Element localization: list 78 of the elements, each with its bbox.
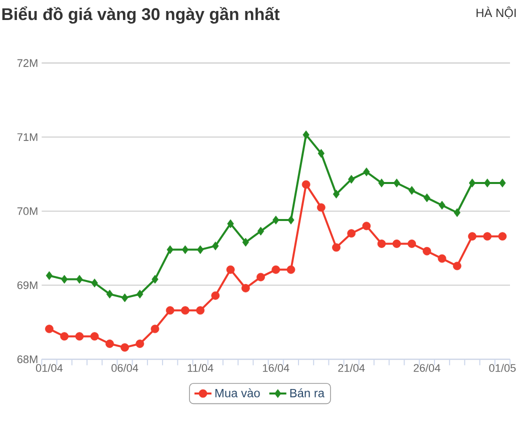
- point: [302, 180, 310, 189]
- point: [392, 240, 401, 248]
- point: [196, 306, 205, 315]
- point: [152, 274, 158, 284]
- point: [211, 291, 220, 300]
- point: [286, 265, 296, 274]
- point: [166, 306, 174, 315]
- point: [332, 190, 340, 199]
- point: [332, 243, 340, 252]
- point: [408, 186, 416, 195]
- legend-label: Bán ra: [290, 388, 325, 398]
- point: [120, 343, 129, 352]
- point: [121, 293, 128, 302]
- point: [46, 271, 53, 280]
- x-tick-label: 26/04: [414, 364, 440, 372]
- point: [212, 242, 219, 250]
- point: [76, 274, 83, 284]
- x-tick-label: 11/04: [188, 364, 214, 372]
- point: [242, 238, 249, 247]
- point: [422, 246, 432, 256]
- point: [484, 178, 491, 188]
- point: [45, 324, 54, 334]
- point: [61, 274, 68, 284]
- y-tick-label: 69M: [17, 281, 38, 290]
- point: [438, 254, 446, 263]
- point: [182, 245, 189, 254]
- point: [498, 232, 507, 241]
- point: [60, 332, 69, 341]
- point: [378, 178, 385, 188]
- legend-label: Mua vào: [215, 388, 260, 398]
- point: [150, 324, 160, 334]
- point: [408, 240, 416, 248]
- point: [272, 265, 280, 274]
- point: [438, 200, 446, 210]
- x-tick-label: 01/05: [489, 364, 516, 372]
- point: [468, 232, 476, 241]
- y-tick-label: 70M: [17, 207, 38, 216]
- point: [257, 226, 264, 236]
- point: [166, 245, 174, 254]
- point: [136, 340, 144, 348]
- point: [272, 216, 280, 224]
- point: [454, 208, 460, 218]
- x-tick-label: 16/04: [262, 364, 290, 372]
- point: [106, 290, 114, 299]
- point: [499, 178, 506, 188]
- y-tick-label: 71M: [17, 133, 38, 141]
- x-tick-label: 01/04: [36, 364, 63, 372]
- point: [302, 130, 310, 140]
- point: [227, 219, 234, 228]
- point: [136, 290, 144, 299]
- point: [241, 284, 250, 292]
- point: [452, 262, 462, 270]
- point: [316, 203, 326, 212]
- point: [348, 174, 355, 184]
- point: [90, 332, 99, 341]
- point: [181, 306, 190, 315]
- x-tick-label: 06/04: [111, 364, 138, 372]
- point: [363, 167, 370, 176]
- x-tick-label: 21/04: [338, 364, 365, 372]
- point: [362, 222, 371, 230]
- point: [226, 265, 235, 274]
- y-tick-label: 68M: [17, 355, 38, 364]
- point: [347, 229, 356, 238]
- y-tick-label: 72M: [17, 59, 38, 67]
- point: [256, 272, 265, 282]
- point: [424, 193, 430, 202]
- point: [483, 232, 492, 241]
- point: [105, 340, 114, 348]
- chart-subtitle: HÀ NỘI: [476, 6, 516, 19]
- point: [393, 178, 400, 188]
- point: [377, 240, 386, 248]
- chart-title: Biểu đồ giá vàng 30 ngày gần nhất: [2, 6, 280, 24]
- point: [318, 148, 325, 158]
- point: [75, 332, 84, 341]
- point: [288, 216, 294, 224]
- point: [196, 245, 204, 254]
- point: [91, 278, 98, 288]
- point: [468, 178, 476, 188]
